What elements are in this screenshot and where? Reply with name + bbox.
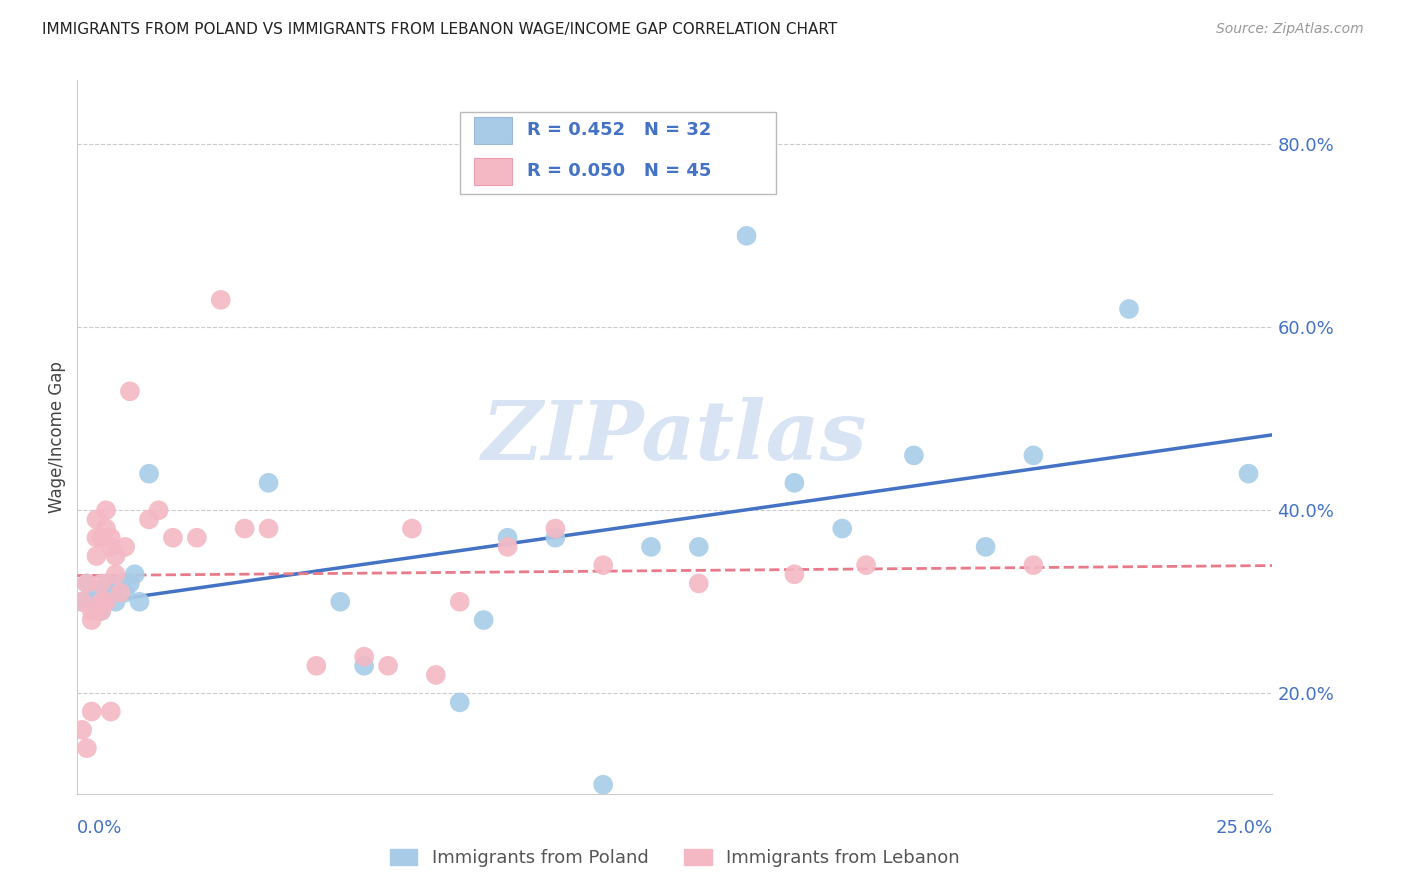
Point	[162, 531, 184, 545]
FancyBboxPatch shape	[460, 112, 776, 194]
Point	[353, 658, 375, 673]
Point	[80, 604, 103, 618]
Text: Source: ZipAtlas.com: Source: ZipAtlas.com	[1216, 22, 1364, 37]
Point	[90, 531, 112, 545]
Point	[110, 585, 132, 599]
Point	[592, 558, 614, 573]
Point	[735, 228, 758, 243]
Point	[90, 595, 112, 609]
Point	[305, 658, 328, 673]
Point	[124, 567, 146, 582]
Point	[94, 576, 117, 591]
Point	[110, 576, 132, 591]
Point	[138, 512, 160, 526]
Point	[974, 540, 997, 554]
Point	[104, 549, 127, 563]
Point	[104, 567, 127, 582]
Point	[688, 576, 710, 591]
Point	[86, 585, 108, 599]
Point	[100, 540, 122, 554]
Point	[114, 585, 136, 599]
Point	[128, 595, 150, 609]
Point	[1022, 558, 1045, 573]
Point	[186, 531, 208, 545]
Point	[94, 522, 117, 536]
Point	[94, 595, 117, 609]
Text: 25.0%: 25.0%	[1215, 820, 1272, 838]
FancyBboxPatch shape	[474, 118, 512, 145]
Point	[592, 778, 614, 792]
Point	[353, 649, 375, 664]
Point	[209, 293, 232, 307]
Point	[257, 522, 280, 536]
Point	[1118, 301, 1140, 316]
Point	[90, 576, 112, 591]
Point	[148, 503, 170, 517]
Point	[496, 540, 519, 554]
Point	[544, 522, 567, 536]
Point	[114, 540, 136, 554]
Point	[783, 567, 806, 582]
Point	[86, 549, 108, 563]
Point	[90, 604, 112, 618]
Point	[138, 467, 160, 481]
Point	[233, 522, 256, 536]
Point	[80, 595, 103, 609]
Point	[90, 604, 112, 618]
Point	[401, 522, 423, 536]
Point	[118, 576, 141, 591]
Point	[86, 512, 108, 526]
Point	[1022, 449, 1045, 463]
Point	[496, 531, 519, 545]
Text: R = 0.452   N = 32: R = 0.452 N = 32	[527, 120, 711, 138]
Point	[118, 384, 141, 399]
Point	[76, 576, 98, 591]
Point	[100, 705, 122, 719]
Point	[449, 695, 471, 709]
Point	[472, 613, 495, 627]
Text: ZIPatlas: ZIPatlas	[482, 397, 868, 477]
Y-axis label: Wage/Income Gap: Wage/Income Gap	[48, 361, 66, 513]
Text: IMMIGRANTS FROM POLAND VS IMMIGRANTS FROM LEBANON WAGE/INCOME GAP CORRELATION CH: IMMIGRANTS FROM POLAND VS IMMIGRANTS FRO…	[42, 22, 838, 37]
Point	[70, 595, 93, 609]
Point	[70, 595, 93, 609]
Legend: Immigrants from Poland, Immigrants from Lebanon: Immigrants from Poland, Immigrants from …	[382, 841, 967, 874]
Point	[783, 475, 806, 490]
Point	[1237, 467, 1260, 481]
Point	[544, 531, 567, 545]
Point	[100, 585, 122, 599]
Point	[76, 741, 98, 756]
Point	[80, 613, 103, 627]
Text: R = 0.050   N = 45: R = 0.050 N = 45	[527, 161, 711, 179]
Point	[80, 705, 103, 719]
Point	[640, 540, 662, 554]
Point	[855, 558, 877, 573]
FancyBboxPatch shape	[474, 158, 512, 186]
Point	[903, 449, 925, 463]
Point	[100, 531, 122, 545]
Point	[377, 658, 399, 673]
Text: 0.0%: 0.0%	[77, 820, 122, 838]
Point	[449, 595, 471, 609]
Point	[86, 531, 108, 545]
Point	[329, 595, 352, 609]
Point	[94, 503, 117, 517]
Point	[425, 668, 447, 682]
Point	[688, 540, 710, 554]
Point	[76, 576, 98, 591]
Point	[831, 522, 853, 536]
Point	[257, 475, 280, 490]
Point	[70, 723, 93, 737]
Point	[104, 595, 127, 609]
